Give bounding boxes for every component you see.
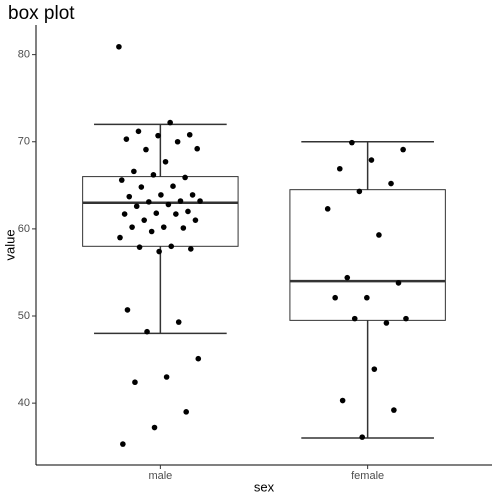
- point: [158, 192, 164, 198]
- point: [174, 138, 181, 145]
- point: [185, 208, 191, 215]
- point: [175, 319, 182, 325]
- point: [364, 294, 370, 301]
- point: [189, 192, 196, 198]
- point: [195, 355, 202, 362]
- point: [143, 146, 149, 153]
- point: [332, 294, 338, 301]
- point: [368, 157, 375, 163]
- chart-title: box plot: [8, 3, 75, 24]
- point: [173, 211, 179, 217]
- point: [121, 211, 128, 217]
- point: [141, 217, 147, 223]
- x-tick-label: male: [148, 470, 172, 482]
- point: [339, 397, 346, 404]
- point: [129, 224, 135, 230]
- point: [131, 168, 137, 175]
- point: [133, 203, 140, 210]
- point: [180, 225, 187, 231]
- point: [197, 198, 203, 204]
- y-tick-label: 40: [18, 397, 30, 409]
- point: [351, 315, 358, 322]
- point: [395, 280, 402, 286]
- point: [126, 193, 133, 200]
- y-axis-title: value: [2, 229, 17, 260]
- x-tick-label: female: [351, 470, 384, 482]
- point: [170, 183, 176, 189]
- point: [403, 315, 409, 322]
- y-tick-label: 80: [18, 49, 30, 61]
- point: [359, 434, 366, 440]
- x-axis-title: sex: [254, 479, 275, 494]
- point: [148, 228, 155, 235]
- point: [371, 366, 378, 372]
- point: [151, 424, 158, 431]
- point: [186, 131, 193, 138]
- point: [124, 307, 131, 313]
- point: [167, 119, 173, 126]
- point: [356, 188, 363, 195]
- point: [324, 206, 331, 212]
- point: [183, 409, 189, 415]
- point: [194, 145, 200, 152]
- point: [177, 198, 184, 204]
- point: [391, 407, 397, 413]
- point: [160, 224, 167, 230]
- box: [82, 176, 239, 247]
- point: [117, 234, 123, 241]
- y-tick-label: 50: [18, 310, 30, 322]
- point: [118, 177, 125, 183]
- point: [400, 146, 406, 153]
- point: [138, 184, 145, 190]
- point: [344, 274, 351, 281]
- point: [123, 136, 130, 142]
- point: [120, 441, 126, 447]
- point: [150, 172, 157, 178]
- point: [182, 174, 188, 181]
- point: [132, 379, 138, 386]
- point: [376, 232, 382, 238]
- point: [155, 132, 161, 139]
- point: [116, 43, 122, 50]
- box: [289, 189, 446, 321]
- point: [163, 374, 170, 380]
- point: [165, 201, 172, 208]
- point: [156, 248, 162, 255]
- point: [192, 217, 199, 223]
- point: [188, 246, 194, 252]
- point: [383, 320, 390, 326]
- point: [162, 158, 169, 165]
- point: [144, 328, 150, 335]
- point: [135, 128, 142, 135]
- point: [388, 180, 394, 187]
- point: [136, 244, 143, 250]
- point: [349, 139, 355, 146]
- point: [153, 210, 160, 216]
- y-tick-label: 70: [18, 136, 30, 148]
- point: [146, 199, 152, 205]
- y-tick-label: 60: [18, 223, 30, 235]
- point: [168, 243, 175, 250]
- point: [336, 165, 343, 172]
